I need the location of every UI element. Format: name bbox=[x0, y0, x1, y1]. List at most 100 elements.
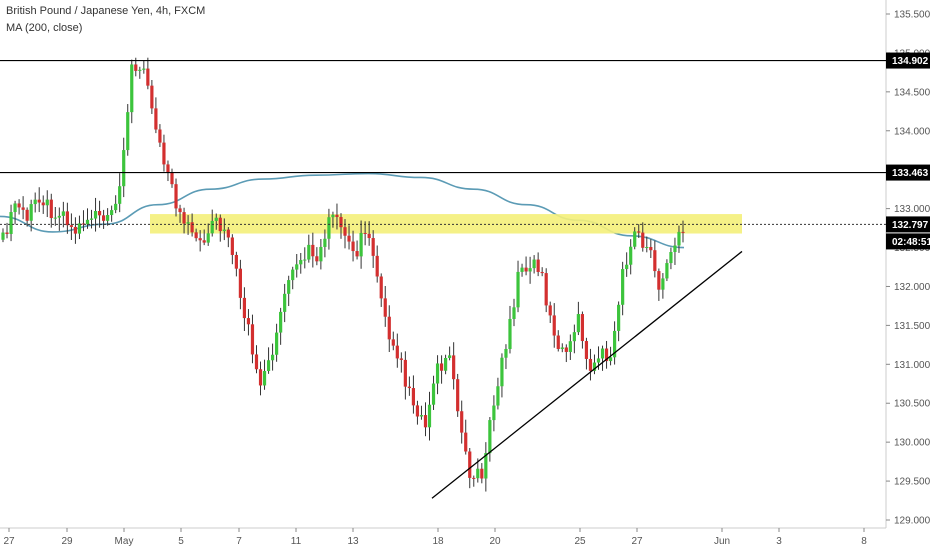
price-tag-134902-label: 134.902 bbox=[892, 56, 929, 67]
candle-up bbox=[279, 311, 283, 333]
candle-down bbox=[379, 276, 383, 299]
time-tick-label: 13 bbox=[347, 536, 359, 547]
candle-down bbox=[194, 232, 198, 239]
candle-down bbox=[97, 210, 102, 216]
candle-up bbox=[142, 68, 146, 70]
candle-down bbox=[391, 339, 395, 346]
candle-down bbox=[536, 259, 540, 272]
candle-up bbox=[118, 186, 122, 204]
candle-up bbox=[669, 252, 673, 264]
candle-up bbox=[576, 314, 580, 333]
candle-down bbox=[387, 316, 391, 340]
candle-down bbox=[423, 415, 428, 428]
candle-down bbox=[649, 247, 653, 251]
candle-down bbox=[371, 238, 375, 256]
candle-down bbox=[311, 244, 315, 257]
countdown-tag: 02:48:51 bbox=[886, 233, 932, 250]
candle-down bbox=[480, 468, 484, 479]
candle-down bbox=[81, 223, 86, 225]
candle-up bbox=[262, 371, 267, 386]
resistance-zone bbox=[150, 214, 742, 234]
trendline-group bbox=[431, 250, 743, 499]
candle-up bbox=[520, 267, 524, 272]
candle-down bbox=[403, 359, 407, 387]
candle-down bbox=[637, 231, 641, 233]
time-tick-label: 5 bbox=[178, 536, 184, 547]
candle-down bbox=[246, 318, 251, 325]
candle-up bbox=[29, 204, 33, 221]
time-tick-label: 27 bbox=[3, 536, 15, 547]
candle-down bbox=[258, 369, 263, 386]
candle-down bbox=[347, 235, 351, 242]
time-tick-label: 7 bbox=[236, 536, 242, 547]
time-axis: 27 29 May 5 7 11 13 18 20 25 27 Jun 3 8 bbox=[3, 528, 867, 547]
candle-up bbox=[673, 245, 677, 253]
candle-up bbox=[427, 404, 432, 428]
price-tag-current: 132.797 bbox=[886, 216, 930, 233]
candle-down bbox=[134, 64, 138, 71]
candle-down bbox=[166, 164, 170, 173]
candle-down bbox=[101, 215, 106, 221]
ma-200-line bbox=[0, 172, 685, 249]
candle-down bbox=[456, 379, 460, 412]
price-tick-label: 132.000 bbox=[894, 282, 931, 293]
candle-up bbox=[677, 231, 681, 246]
candle-down bbox=[383, 298, 387, 317]
time-tick-label: 11 bbox=[291, 536, 302, 547]
candle-up bbox=[512, 307, 516, 319]
candle-down bbox=[468, 451, 472, 478]
candle-up bbox=[568, 341, 572, 352]
price-tick-label: 134.500 bbox=[894, 87, 931, 98]
grid bbox=[0, 0, 887, 529]
time-tick-label: 29 bbox=[61, 536, 73, 547]
candle-up bbox=[661, 278, 665, 290]
candle-down bbox=[154, 108, 158, 130]
candle-down bbox=[460, 411, 464, 433]
candle-down bbox=[146, 68, 150, 86]
price-tick-label: 131.000 bbox=[894, 360, 931, 371]
candle-down bbox=[363, 232, 367, 234]
candle-up bbox=[488, 420, 492, 454]
candle-up bbox=[303, 259, 307, 261]
candle-down bbox=[242, 297, 247, 319]
candle-down bbox=[25, 209, 29, 221]
chart-title: British Pound / Japanese Yen, 4h, FXCM bbox=[6, 5, 206, 17]
price-tag-134902: 134.902 bbox=[886, 52, 930, 69]
candle-down bbox=[234, 254, 238, 269]
price-tag-current-label: 132.797 bbox=[892, 220, 929, 231]
candle-down bbox=[544, 273, 548, 306]
candle-down bbox=[73, 226, 78, 234]
candle-down bbox=[524, 267, 528, 272]
candle-down bbox=[584, 341, 589, 359]
time-tick-label: 8 bbox=[861, 536, 867, 547]
candle-up bbox=[431, 383, 436, 405]
candle-up bbox=[625, 264, 629, 270]
candle-up bbox=[504, 348, 508, 358]
candle-up bbox=[138, 69, 142, 71]
price-tick-label: 135.500 bbox=[894, 10, 931, 21]
candle-down bbox=[315, 256, 319, 262]
candle-down bbox=[556, 335, 560, 349]
candle-up bbox=[214, 217, 218, 221]
candle-down bbox=[226, 229, 230, 238]
candle-down bbox=[335, 214, 339, 218]
candle-up bbox=[266, 360, 271, 372]
candle-down bbox=[407, 386, 411, 389]
moving-average-group bbox=[0, 172, 685, 249]
candles bbox=[1, 57, 685, 492]
candle-up bbox=[532, 259, 536, 269]
candle-down bbox=[472, 477, 476, 479]
candle-down bbox=[375, 255, 379, 277]
candle-up bbox=[496, 386, 500, 406]
candle-down bbox=[367, 233, 371, 239]
candle-down bbox=[198, 238, 202, 241]
candle-up bbox=[222, 229, 226, 232]
candle-up bbox=[130, 64, 134, 113]
candle-down bbox=[238, 268, 242, 298]
candle-up bbox=[295, 264, 299, 270]
candle-up bbox=[287, 280, 291, 294]
candle-up bbox=[77, 223, 82, 234]
price-tag-133463-label: 133.463 bbox=[892, 168, 929, 179]
time-tick-label: 20 bbox=[489, 536, 501, 547]
